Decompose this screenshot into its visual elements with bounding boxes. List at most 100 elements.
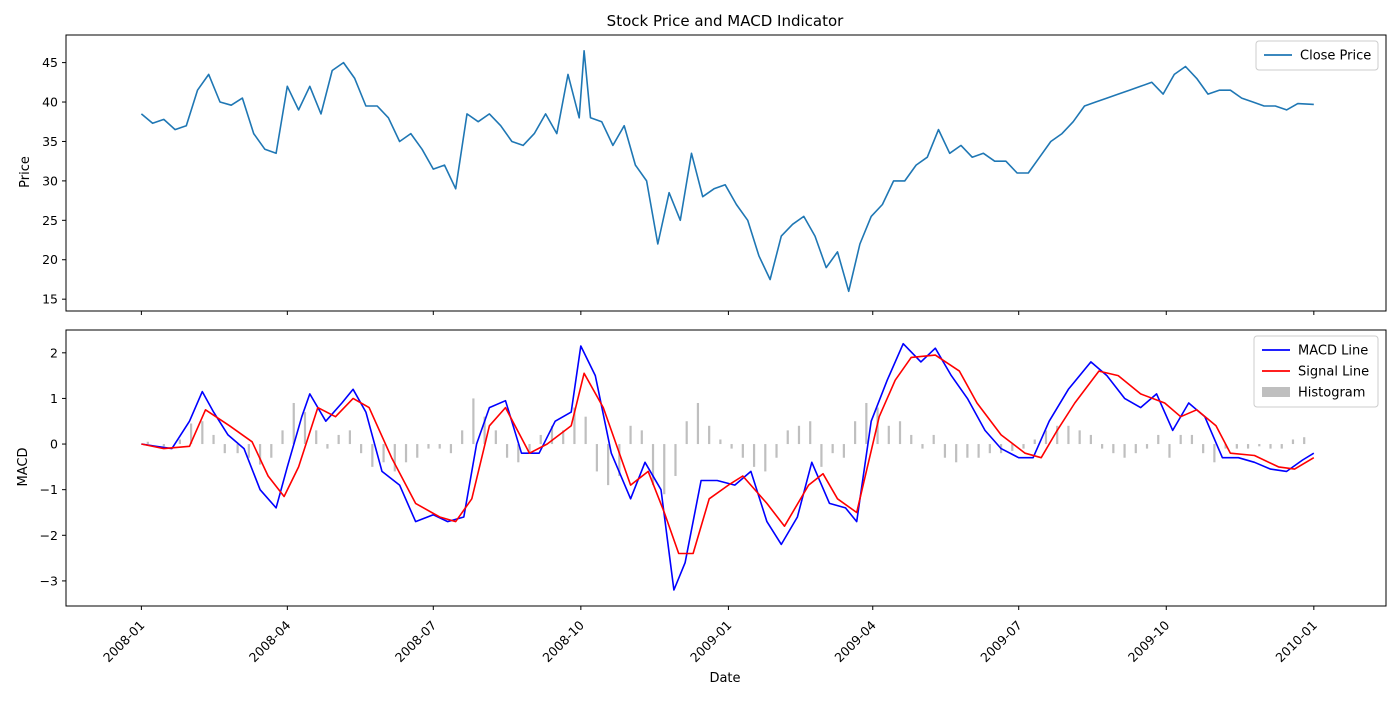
price-panel: Price 15 20 25 30 35 40 45 Close Price — [18, 34, 1387, 315]
price-ytick-label: 20 — [42, 252, 58, 267]
histogram-bar-52 — [741, 444, 744, 458]
histogram-bar-8 — [247, 444, 250, 458]
histogram-bar-63 — [865, 402, 868, 445]
histogram-bar-41 — [618, 444, 621, 476]
histogram-bar-88 — [1145, 444, 1149, 449]
histogram-bar-87 — [1134, 444, 1137, 454]
histogram-bar-68 — [921, 444, 924, 449]
macd-axes-frame — [65, 329, 1387, 607]
histogram-bar-54 — [764, 444, 767, 472]
histogram-bar-17 — [348, 430, 351, 445]
histogram-bar-29 — [483, 416, 486, 445]
histogram-bar-19 — [371, 444, 374, 467]
histogram-bar-65 — [887, 425, 890, 445]
histogram-bar-2 — [178, 439, 181, 445]
histogram-bar-13 — [303, 412, 307, 445]
price-ytick-label: 45 — [42, 55, 58, 70]
price-legend: Close Price — [1255, 40, 1379, 71]
price-ytick-label: 15 — [42, 292, 58, 307]
histogram-bar-42 — [629, 425, 632, 445]
histogram-bar-51 — [730, 444, 733, 449]
histogram-bar-50 — [719, 439, 722, 445]
histogram-bar-59 — [820, 444, 823, 467]
histogram-bar-37 — [573, 407, 576, 445]
histogram-bar-34 — [539, 434, 542, 445]
price-ytick-label: 40 — [42, 95, 58, 110]
histogram-bar-7 — [236, 444, 239, 454]
histogram-bar-3 — [190, 423, 193, 445]
histogram-bar-16 — [337, 434, 340, 445]
histogram-bar-57 — [797, 425, 801, 445]
histogram-bar-33 — [528, 444, 531, 454]
macd-ytick-label: 1 — [50, 391, 58, 406]
histogram-bar-71 — [955, 444, 958, 463]
histogram-bar-101 — [1291, 439, 1295, 445]
histogram-bar-32 — [517, 444, 520, 463]
histogram-bar-97 — [1246, 444, 1250, 449]
histogram-bar-30 — [494, 430, 497, 445]
legend-swatch-histogram — [1262, 387, 1290, 397]
histogram-bar-102 — [1303, 437, 1306, 445]
histogram-bar-28 — [472, 398, 475, 445]
macd-ytick-label: 0 — [50, 437, 58, 452]
histogram-bar-98 — [1258, 444, 1261, 447]
histogram-bar-49 — [708, 425, 711, 445]
histogram-bar-92 — [1190, 434, 1194, 445]
histogram-bar-55 — [775, 444, 778, 458]
histogram-bar-26 — [449, 444, 453, 454]
price-axes-frame — [65, 34, 1387, 312]
legend-label-signal-line: Signal Line — [1298, 365, 1369, 380]
histogram-bar-58 — [809, 421, 812, 445]
histogram-bar-48 — [696, 402, 700, 445]
histogram-bar-11 — [281, 430, 284, 445]
histogram-bar-81 — [1067, 425, 1070, 445]
histogram-bar-83 — [1089, 434, 1092, 445]
price-legend-box — [1255, 40, 1379, 71]
macd-ytick-label: 2 — [50, 345, 58, 360]
histogram-bar-4 — [201, 421, 204, 445]
histogram-bar-96 — [1235, 444, 1238, 449]
histogram-bar-73 — [977, 444, 980, 458]
histogram-bar-9 — [258, 444, 262, 465]
histogram-bar-12 — [292, 402, 295, 445]
histogram-bar-82 — [1078, 430, 1081, 445]
histogram-bar-24 — [427, 444, 430, 449]
histogram-bar-89 — [1157, 434, 1160, 445]
histogram-bar-22 — [404, 444, 408, 463]
histogram-bar-84 — [1101, 444, 1104, 449]
macd-ytick-label: −3 — [40, 573, 58, 588]
histogram-bar-31 — [505, 444, 509, 458]
histogram-bar-15 — [326, 444, 329, 449]
legend-label-histogram: Histogram — [1298, 386, 1365, 401]
histogram-bar-23 — [416, 444, 419, 458]
price-series-line-0 — [140, 50, 1314, 293]
histogram-bar-95 — [1224, 444, 1227, 449]
price-ytick-label: 30 — [42, 173, 58, 188]
histogram-bar-100 — [1280, 444, 1283, 449]
histogram-bar-45 — [663, 444, 666, 495]
histogram-bar-61 — [842, 444, 845, 458]
histogram-bar-80 — [1056, 425, 1059, 445]
histogram-bar-77 — [1022, 444, 1025, 449]
histogram-bar-39 — [595, 444, 598, 472]
histogram-bar-72 — [966, 444, 969, 458]
macd-axis-label: MACD — [16, 448, 31, 487]
histogram-bar-86 — [1123, 444, 1126, 458]
macd-legend: MACD Line Signal Line Histogram — [1253, 335, 1379, 408]
histogram-bar-47 — [685, 421, 688, 445]
histogram-bar-91 — [1179, 434, 1182, 445]
histogram-bar-36 — [562, 430, 565, 445]
price-ytick-label: 25 — [42, 213, 58, 228]
histogram-bar-79 — [1044, 430, 1048, 445]
histogram-bar-78 — [1033, 439, 1036, 445]
histogram-bar-27 — [461, 430, 464, 445]
histogram-bar-70 — [943, 444, 947, 458]
price-axis-label: Price — [18, 156, 33, 188]
histogram-bar-60 — [831, 444, 834, 454]
histogram-bar-43 — [640, 430, 643, 445]
histogram-bar-67 — [910, 434, 913, 445]
histogram-bar-44 — [651, 444, 655, 486]
histogram-bar-85 — [1112, 444, 1115, 454]
histogram-bar-93 — [1202, 444, 1205, 454]
